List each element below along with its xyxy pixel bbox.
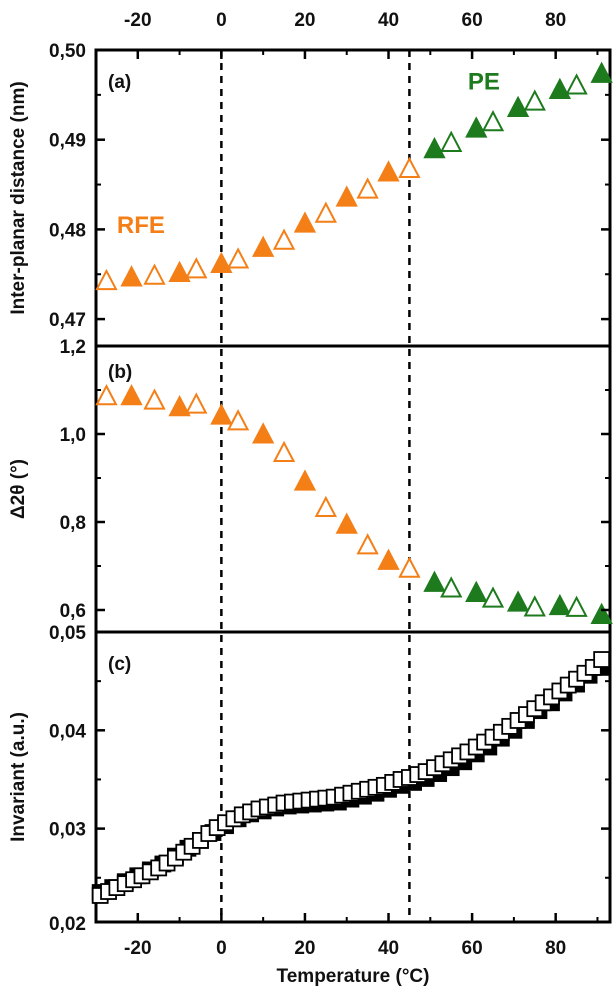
triangle-open-point [565,73,588,95]
triangle-open-point [314,495,337,518]
x-tick-label-bottom: 60 [462,938,483,959]
triangle-filled-point [590,602,613,624]
y-tick-label: 1,2 [60,337,86,358]
triangle-filled-point [506,590,530,612]
triangle-open-point [185,392,208,414]
triangle-filled-point [506,95,530,117]
triangle-open-point [481,586,505,608]
x-tick-label-bottom: 40 [378,938,399,959]
triangle-filled-point [465,116,488,138]
panel-label: (a) [108,72,131,93]
y-tick-label: 0,49 [49,131,86,152]
triangle-filled-point [293,469,317,491]
triangle-filled-point [423,570,446,592]
axis-ticks [96,48,610,922]
triangle-open-point [185,257,208,279]
triangle-filled-point [210,403,233,425]
x-tick-label-bottom: -20 [124,938,151,959]
x-tick-label-top: -20 [124,10,151,31]
y-tick-label: 0,47 [49,310,86,331]
transition-lines [220,50,411,922]
triangle-open-point [314,201,337,223]
triangle-filled-point [590,61,613,83]
triangle-open-point [356,533,379,555]
triangle-filled-point [465,580,488,602]
triangle-filled-point [377,160,400,182]
triangle-filled-point [120,384,143,406]
triangle-open-point [226,247,250,269]
y-tick-label: 0,04 [49,721,86,742]
panel-frames [94,48,612,924]
triangle-open-point [272,228,296,250]
y-axis-title: Inter-planar distance (nm) [8,81,29,314]
triangle-open-point [398,556,421,578]
x-tick-label-bottom: 20 [294,938,315,959]
triangle-filled-point [335,512,358,534]
triangle-open-point [523,89,546,111]
y-tick-label: 0,02 [49,914,86,935]
triangle-filled-point [423,136,446,159]
triangle-filled-point [293,211,317,233]
panel-label: (b) [108,362,132,383]
triangle-open-point [440,576,463,598]
triangle-open-point [523,595,546,617]
x-tick-label-top: 60 [462,10,483,31]
chart-text: -20 -20 0 0 20 20 40 40 60 60 80 80 Temperature (°C)… [8,10,566,987]
x-tick-label-top: 0 [216,10,227,31]
y-axis-title: Invariant (a.u.) [8,712,29,842]
x-tick-label-bottom: 80 [545,938,566,959]
triangle-open-point [440,130,463,152]
y-tick-label: 0,50 [49,41,86,62]
plot-frame [94,48,612,924]
triangle-filled-point [252,422,275,444]
y-tick-label: 0,8 [60,513,86,534]
triangle-filled-point [548,593,572,616]
y-axis-title: Δ2θ (°) [8,459,29,519]
triangle-open-point [226,409,250,431]
triangle-filled-point [548,77,572,100]
y-tick-label: 0,05 [49,623,86,644]
triangle-open-point [481,110,505,132]
triangle-filled-point [335,185,358,207]
square-open-point [593,651,611,668]
x-tick-label-top: 40 [378,10,399,31]
x-tick-label-top: 80 [545,10,566,31]
data-points [91,61,613,904]
triangle-open-point [95,384,118,406]
triangle-open-point [143,263,166,285]
triangle-filled-point [168,395,191,417]
phase-label-pe: PE [468,68,500,95]
x-axis-title: Temperature (°C) [277,966,430,987]
y-tick-label: 1,0 [60,425,86,446]
x-tick-label-top: 20 [294,10,315,31]
triangle-open-point [565,595,588,617]
x-tick-label-bottom: 0 [216,938,227,959]
triangle-filled-point [168,260,191,282]
y-tick-label: 0,6 [60,601,86,622]
triangle-open-point [398,156,421,178]
triangle-filled-point [120,265,143,287]
phase-label-rfe: RFE [117,212,165,239]
triangle-filled-point [252,235,275,257]
y-tick-label: 0,48 [49,220,86,241]
triangle-filled-point [210,251,233,274]
panel-label: (c) [108,654,131,675]
triangle-open-point [356,177,379,199]
y-tick-label: 0,03 [49,820,86,841]
triangle-open-point [143,388,166,410]
triangle-open-point [95,268,118,291]
triangle-open-point [272,440,296,463]
triangle-filled-point [377,548,400,570]
